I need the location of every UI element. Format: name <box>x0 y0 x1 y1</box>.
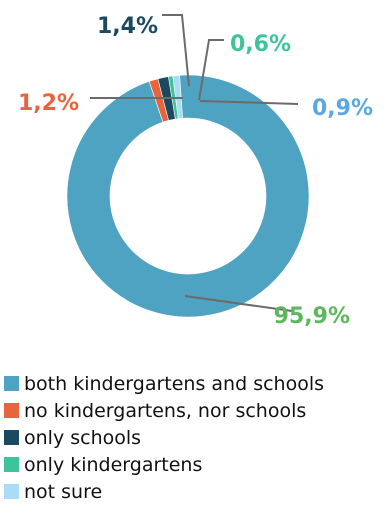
donut-slices <box>66 74 310 318</box>
legend-item-no-kindergartens-nor-schools: no kindergartens, nor schools <box>4 397 324 424</box>
legend-label: only schools <box>24 426 142 449</box>
value-label-not-sure: 0,9% <box>312 96 373 121</box>
leader-line-only-schools <box>162 14 190 87</box>
leader-line-both-kindergartens-and-schools <box>184 295 293 312</box>
value-labels: 95,9% 1,2% 1,4% 0,6% 0,9% <box>18 14 373 329</box>
legend-swatch <box>4 484 19 499</box>
legend-swatch <box>4 457 19 472</box>
legend-label: no kindergartens, nor schools <box>24 399 307 422</box>
legend-item-not-sure: not sure <box>4 478 324 505</box>
legend: both kindergartens and schools no kinderg… <box>4 370 324 505</box>
legend-label: both kindergartens and schools <box>24 372 325 395</box>
slice-both-kindergartens-and-schools <box>66 74 310 318</box>
legend-swatch <box>4 403 19 418</box>
legend-swatch <box>4 376 19 391</box>
leader-lines <box>90 14 299 312</box>
leader-line-not-sure <box>199 100 299 105</box>
value-label-no-kindergartens-nor-schools: 1,2% <box>18 91 79 116</box>
legend-item-only-kindergartens: only kindergartens <box>4 451 324 478</box>
leader-line-only-kindergartens <box>198 39 224 101</box>
donut-chart: 95,9% 1,2% 1,4% 0,6% 0,9% <box>18 14 373 329</box>
legend-item-only-schools: only schools <box>4 424 324 451</box>
value-label-both-kindergartens-and-schools: 95,9% <box>274 304 350 329</box>
value-label-only-kindergartens: 0,6% <box>230 32 291 57</box>
legend-item-both-kindergartens-and-schools: both kindergartens and schools <box>4 370 324 397</box>
value-label-only-schools: 1,4% <box>97 14 158 39</box>
legend-label: only kindergartens <box>24 453 203 476</box>
legend-label: not sure <box>24 480 103 503</box>
legend-swatch <box>4 430 19 445</box>
